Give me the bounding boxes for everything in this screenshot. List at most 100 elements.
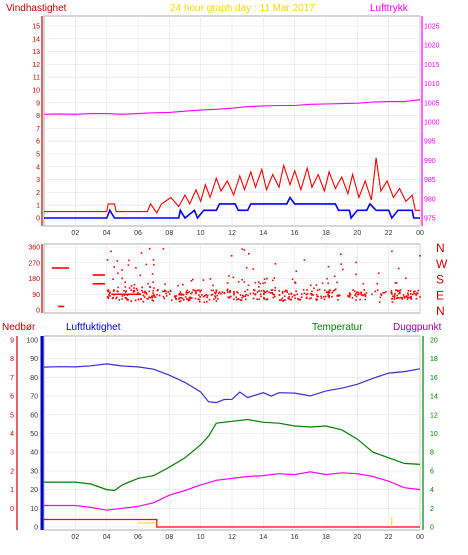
direction-point <box>145 263 148 266</box>
direction-point <box>121 277 123 280</box>
direction-point <box>327 265 330 268</box>
direction-point <box>198 298 201 301</box>
direction-point <box>118 299 121 301</box>
direction-point <box>186 289 188 292</box>
direction-point <box>264 291 267 294</box>
direction-point <box>349 292 351 294</box>
x-tick-label: 12 <box>228 534 236 541</box>
direction-point <box>258 286 260 288</box>
direction-point <box>180 293 183 295</box>
direction-point <box>272 279 274 282</box>
direction-point <box>407 292 409 295</box>
direction-point <box>273 294 276 296</box>
direction-point <box>241 294 244 297</box>
direction-point <box>212 284 214 287</box>
direction-point <box>310 294 313 296</box>
pressure-tick: 995 <box>424 139 436 146</box>
direction-point <box>355 273 357 276</box>
direction-point <box>220 293 222 295</box>
direction-point <box>180 296 182 299</box>
direction-point <box>108 292 111 294</box>
direction-point <box>153 264 155 266</box>
direction-point <box>349 293 352 296</box>
direction-point <box>145 293 148 295</box>
direction-point <box>347 295 349 297</box>
wind-speed-tick: 15 <box>32 24 40 31</box>
direction-point <box>193 289 196 292</box>
direction-point <box>190 280 193 282</box>
direction-point <box>405 277 407 280</box>
direction-point <box>243 249 246 251</box>
direction-point <box>415 293 417 295</box>
direction-point <box>274 289 276 292</box>
compass-label: S <box>436 273 444 287</box>
direction-point <box>147 297 150 300</box>
direction-point <box>394 282 397 284</box>
direction-point <box>333 275 336 278</box>
direction-point <box>364 298 367 301</box>
direction-point <box>400 296 402 299</box>
direction-point <box>186 298 188 300</box>
direction-point <box>331 295 333 298</box>
x-tick-label: 10 <box>197 230 205 237</box>
direction-point <box>391 298 393 300</box>
direction-point <box>337 294 339 296</box>
direction-point <box>340 263 343 265</box>
direction-point <box>113 266 115 268</box>
direction-point <box>395 297 398 300</box>
direction-point <box>241 297 243 299</box>
humidity-tick: 10 <box>30 506 38 513</box>
direction-point <box>205 294 207 296</box>
direction-point <box>419 255 421 257</box>
direction-point <box>215 300 218 302</box>
direction-point <box>191 291 193 294</box>
direction-point <box>126 299 128 301</box>
direction-point <box>303 292 306 294</box>
direction-point <box>410 295 412 298</box>
direction-point <box>252 292 255 295</box>
direction-point <box>162 248 165 250</box>
direction-point <box>179 293 182 296</box>
direction-point <box>256 298 258 300</box>
temperature-tick: 0 <box>430 525 434 532</box>
direction-point <box>226 282 229 284</box>
direction-point <box>390 292 393 294</box>
direction-point <box>178 300 181 303</box>
direction-point <box>112 296 114 299</box>
x-tick-label: 10 <box>197 534 205 541</box>
temperature-tick: 6 <box>430 468 434 475</box>
direction-point <box>201 294 203 296</box>
direction-point <box>247 284 250 287</box>
direction-point <box>142 291 144 294</box>
direction-point <box>165 292 167 295</box>
direction-point <box>290 298 292 301</box>
direction-point <box>288 293 290 295</box>
direction-point <box>110 250 112 253</box>
direction-point <box>177 284 179 287</box>
wind-speed-tick: 8 <box>36 113 40 120</box>
direction-point <box>334 288 337 290</box>
direction-point <box>305 297 308 300</box>
wind-speed-tick: 5 <box>36 152 40 159</box>
direction-point <box>192 289 194 291</box>
direction-point <box>407 289 410 292</box>
direction-point <box>324 295 327 298</box>
direction-point <box>153 294 155 296</box>
rain-tick: 5 <box>10 412 14 419</box>
direction-point <box>227 296 230 299</box>
direction-point <box>167 291 170 293</box>
direction-point <box>130 300 133 302</box>
direction-point <box>214 295 216 297</box>
direction-point <box>228 274 230 277</box>
direction-tick: 270 <box>28 260 40 267</box>
direction-point <box>134 299 137 302</box>
direction-point <box>133 290 136 292</box>
humidity-tick: 80 <box>30 375 38 382</box>
direction-point <box>229 290 232 292</box>
direction-point <box>127 298 129 301</box>
direction-point <box>211 293 214 296</box>
direction-point <box>240 299 243 301</box>
direction-point <box>206 294 209 297</box>
humidity-line <box>43 363 421 404</box>
direction-point <box>130 285 133 287</box>
